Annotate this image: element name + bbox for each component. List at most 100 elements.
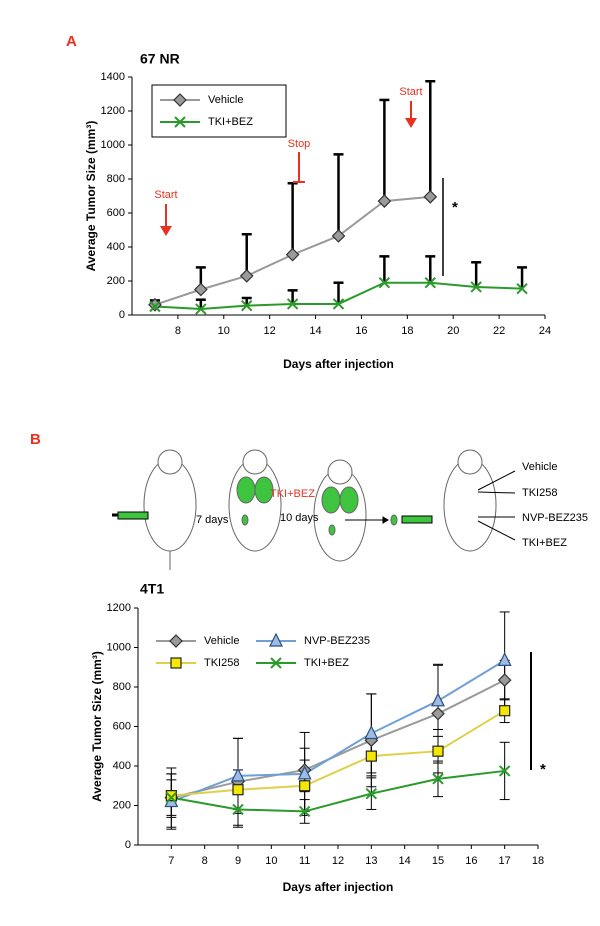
marker [432, 773, 444, 785]
series-line [171, 679, 506, 799]
marker-stroke [195, 303, 207, 315]
annotation-arrowhead [405, 118, 417, 128]
marker [432, 745, 444, 757]
mouse [313, 459, 367, 562]
syringe [390, 514, 433, 526]
x-tick-label: 10 [218, 325, 230, 337]
x-tick-label: 14 [399, 855, 411, 867]
diagram-label: TKI+BEZ [270, 488, 315, 500]
y-tick-label: 400 [107, 241, 125, 253]
panel-label: A [66, 33, 77, 50]
chart-title: 67 NR [140, 51, 180, 67]
diagram-label: Vehicle [522, 461, 557, 473]
x-tick-label: 24 [539, 325, 551, 337]
annotation: * [540, 761, 546, 778]
marker [165, 790, 177, 802]
series-line [170, 659, 506, 803]
x-axis-label: Days after injection [283, 357, 394, 371]
x-tick-label: 10 [265, 855, 277, 867]
x-tick-label: 18 [401, 325, 413, 337]
y-tick-label: 800 [113, 681, 131, 693]
error-bar [333, 153, 344, 236]
mouse [143, 449, 197, 570]
marker [499, 705, 511, 717]
error-bar [379, 255, 390, 283]
x-axis-label: Days after injection [283, 880, 394, 894]
marker-stroke [286, 298, 299, 310]
legend-frame [151, 84, 287, 138]
marker-stroke [424, 276, 436, 289]
marker [297, 765, 312, 780]
diagram-label: TKI+BEZ [522, 537, 567, 549]
marker [165, 791, 178, 804]
x-tick-label: 18 [532, 855, 544, 867]
marker [331, 229, 346, 243]
marker [365, 750, 377, 762]
y-tick-label: 200 [113, 799, 131, 811]
marker [470, 281, 482, 293]
marker [423, 190, 438, 204]
x-tick-label: 17 [499, 855, 511, 867]
y-tick-label: 600 [113, 720, 131, 732]
error-bar [287, 289, 298, 304]
x-tick-label: 16 [465, 855, 477, 867]
marker [170, 657, 182, 669]
marker [431, 706, 445, 721]
marker-stroke [516, 282, 528, 295]
marker-stroke [241, 299, 253, 312]
diagram [112, 449, 516, 570]
x-tick-label: 13 [365, 855, 377, 867]
marker [169, 634, 183, 648]
x-tick-label: 9 [235, 855, 241, 867]
y-tick-label: 0 [125, 839, 131, 851]
marker-stroke [232, 803, 244, 816]
marker [286, 298, 299, 310]
arrows [345, 470, 516, 541]
x-tick-label: 22 [493, 325, 505, 337]
marker [285, 247, 300, 262]
mouse [443, 449, 497, 552]
error-bar [241, 233, 252, 276]
error-bar [333, 281, 344, 304]
y-tick-label: 600 [107, 207, 125, 219]
legend-label: NVP-BEZ235 [304, 635, 370, 647]
legend-label: Vehicle [204, 635, 239, 647]
marker [270, 657, 282, 669]
error-bar [379, 98, 390, 202]
annotation: Stop [288, 138, 311, 150]
marker [241, 299, 253, 312]
error-bar [425, 255, 436, 283]
marker [232, 784, 244, 796]
x-tick-label: 14 [309, 325, 321, 337]
y-tick-label: 800 [107, 173, 125, 185]
marker [231, 767, 245, 782]
x-tick-label: 20 [447, 325, 459, 337]
diagram-label: NVP-BEZ235 [522, 512, 588, 524]
marker [269, 632, 283, 647]
error-bar [471, 261, 482, 287]
syringe [112, 511, 149, 520]
marker-stroke [498, 765, 511, 777]
marker [232, 803, 244, 816]
y-tick-label: 0 [119, 309, 125, 321]
error-bar [425, 80, 436, 197]
marker [195, 303, 207, 315]
error-bar [287, 182, 298, 255]
marker [497, 651, 512, 666]
marker [239, 269, 254, 283]
marker-stroke [378, 276, 391, 289]
marker-stroke [298, 805, 311, 818]
error-bar [195, 298, 206, 310]
diagram-label: 7 days [196, 514, 229, 526]
x-tick-label: 8 [202, 855, 208, 867]
y-tick-label: 400 [113, 760, 131, 772]
marker [299, 780, 311, 792]
marker-stroke [270, 657, 282, 669]
marker [332, 298, 345, 310]
y-tick-label: 1000 [101, 139, 125, 151]
marker [173, 93, 187, 107]
x-tick-label: 12 [264, 325, 276, 337]
series-line [171, 709, 506, 797]
marker [364, 725, 379, 740]
